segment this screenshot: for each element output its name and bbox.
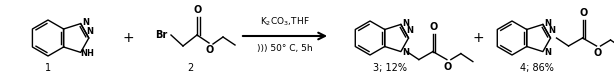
- Text: NH: NH: [80, 49, 93, 58]
- Text: 2: 2: [187, 63, 193, 73]
- Text: 4; 86%: 4; 86%: [520, 63, 554, 73]
- Text: N: N: [82, 18, 89, 27]
- Text: K$_2$CO$_3$,THF: K$_2$CO$_3$,THF: [260, 16, 310, 28]
- Text: O: O: [580, 8, 588, 18]
- Text: O: O: [206, 45, 214, 55]
- Text: O: O: [194, 5, 202, 15]
- Text: N: N: [406, 26, 413, 35]
- Text: Br: Br: [155, 30, 167, 40]
- Text: ))) 50° C, 5h: ))) 50° C, 5h: [257, 44, 313, 53]
- Text: N: N: [87, 27, 93, 35]
- Text: +: +: [472, 31, 484, 45]
- Text: O: O: [593, 48, 602, 58]
- Text: N: N: [545, 19, 551, 28]
- Text: 1: 1: [45, 63, 51, 73]
- Text: O: O: [430, 22, 438, 32]
- Text: +: +: [122, 31, 134, 45]
- Text: N: N: [548, 26, 555, 35]
- Text: N: N: [545, 48, 551, 57]
- Text: 3; 12%: 3; 12%: [373, 63, 407, 73]
- Text: O: O: [444, 62, 452, 72]
- Text: N: N: [402, 48, 410, 57]
- Text: N: N: [402, 19, 410, 28]
